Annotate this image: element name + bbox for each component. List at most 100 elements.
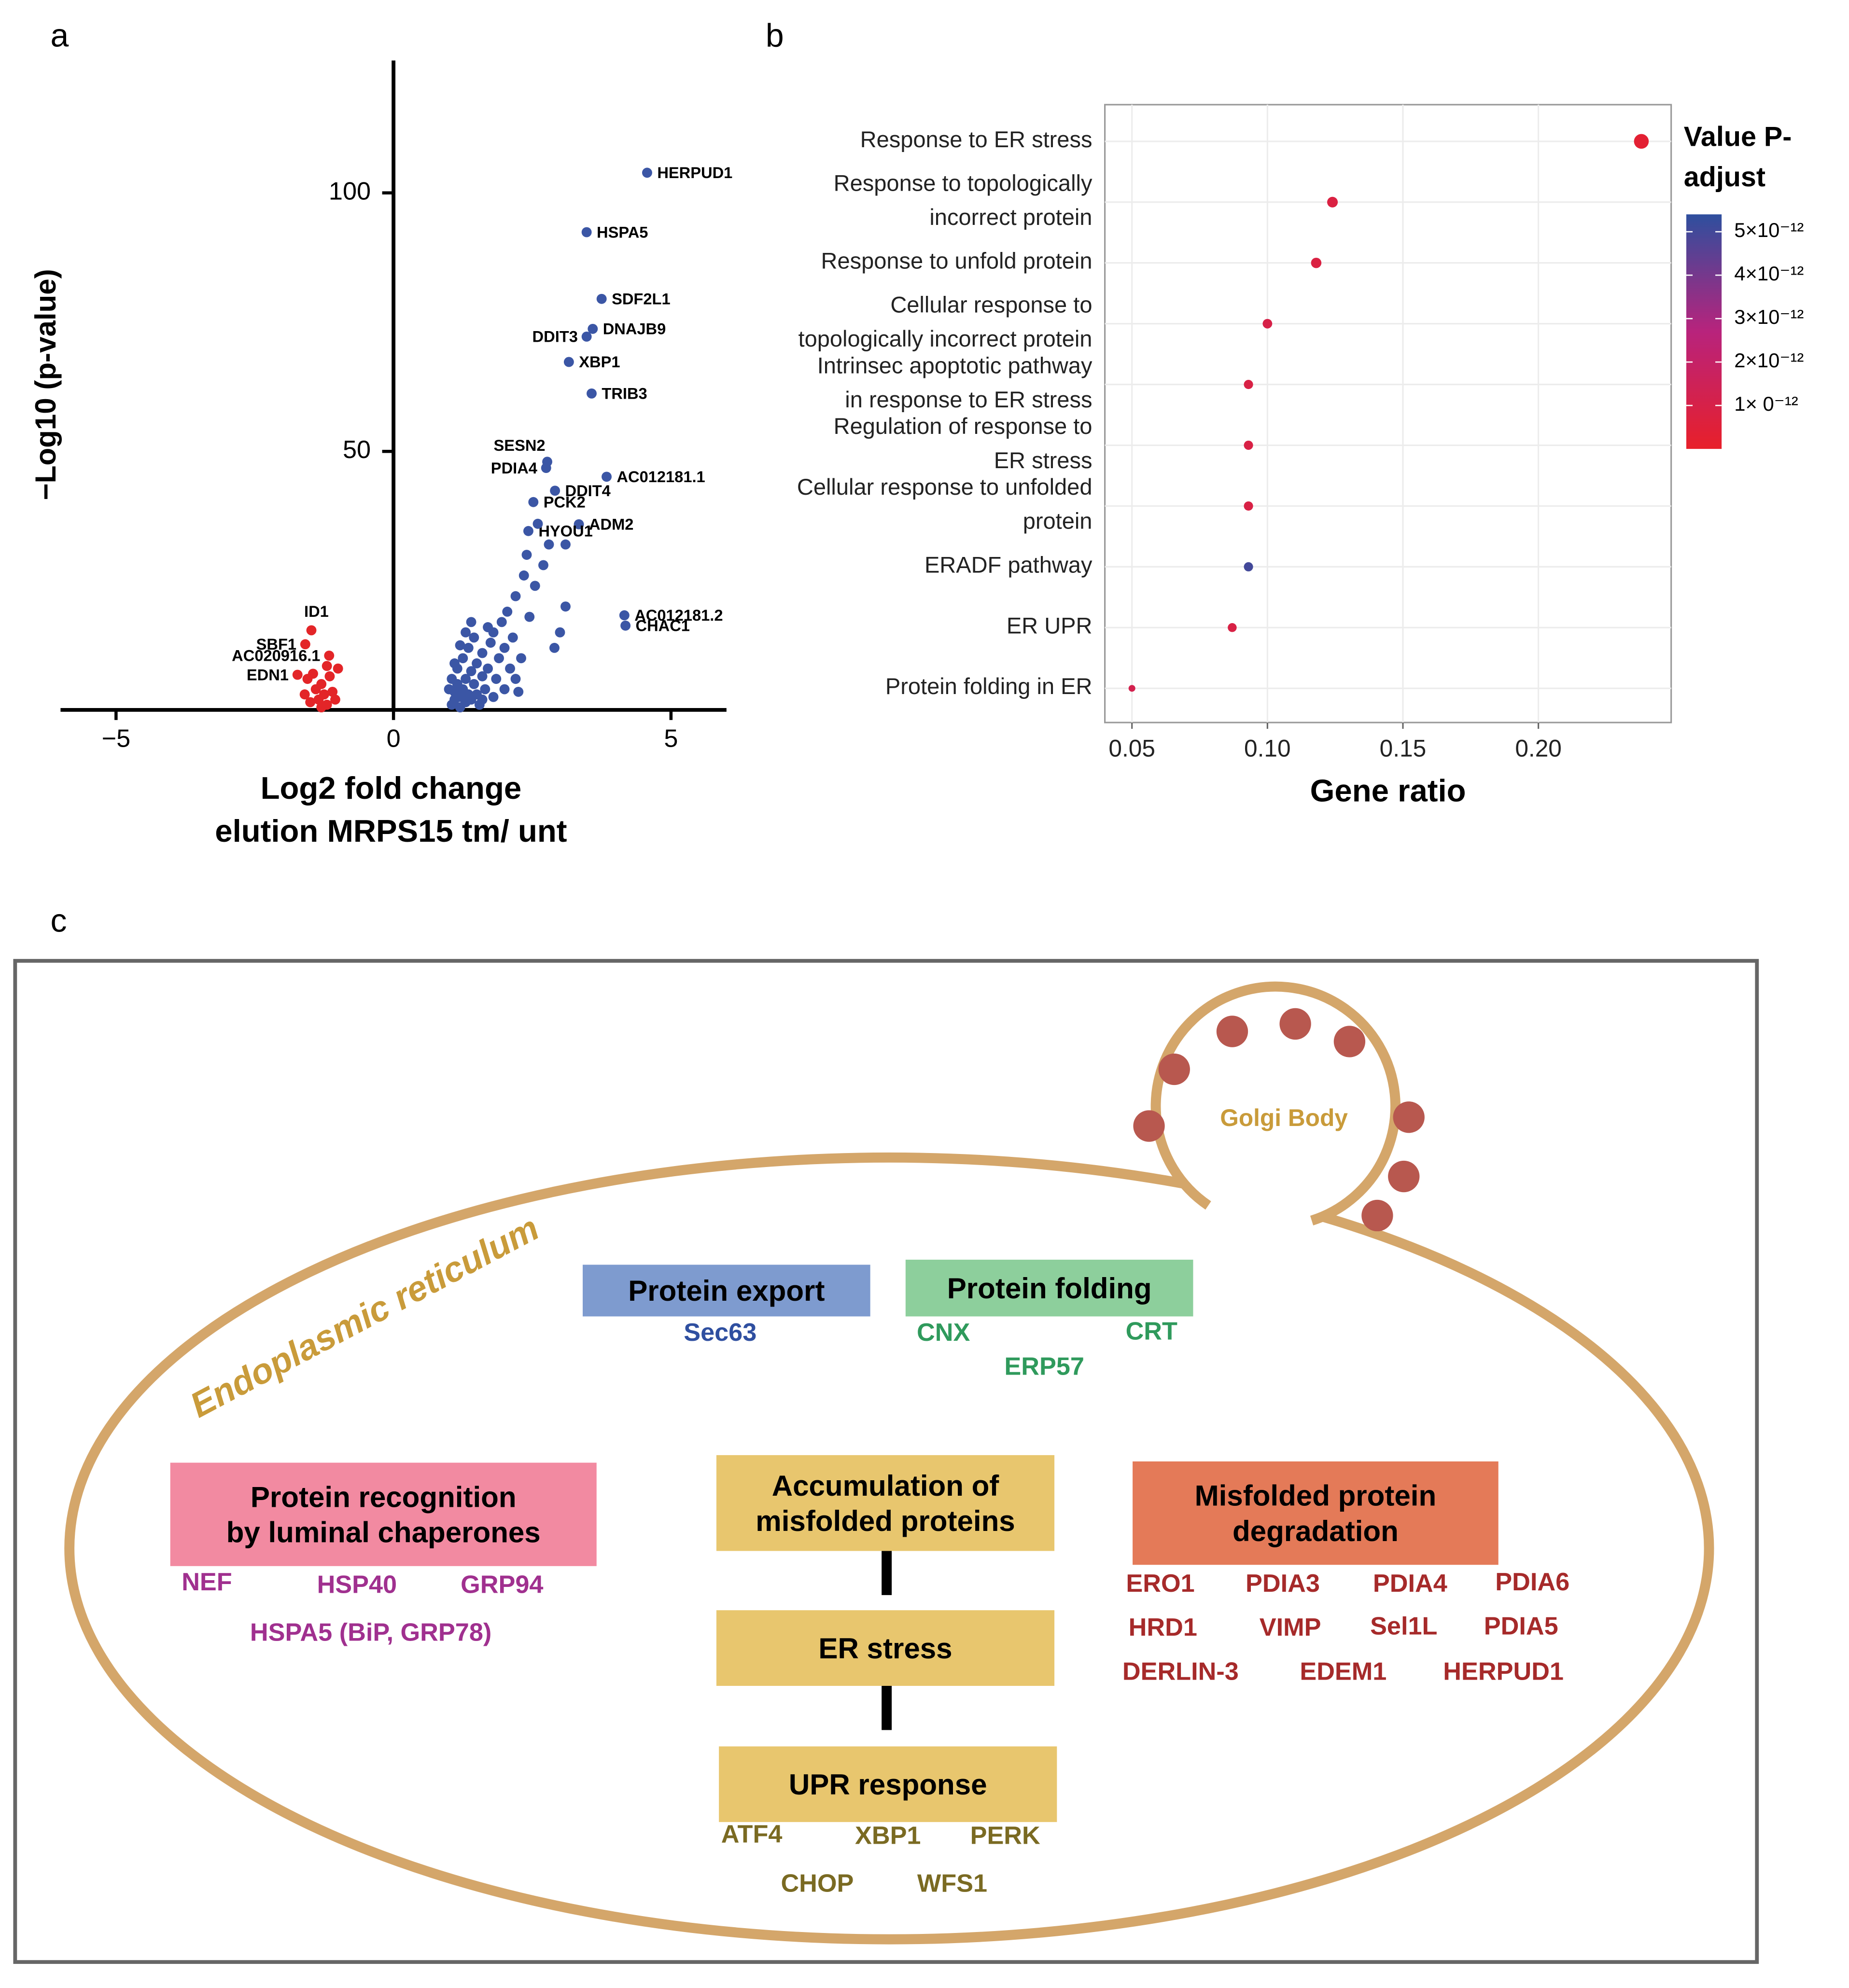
dot — [1244, 501, 1253, 511]
gene-label: PDIA5 — [1484, 1613, 1558, 1640]
point — [560, 539, 571, 550]
point-label: AC012181.2 — [634, 606, 723, 624]
process-title: Accumulation of misfolded proteins — [756, 1470, 1015, 1537]
process-box — [582, 1265, 870, 1317]
point — [505, 663, 515, 674]
point — [461, 627, 471, 638]
dot — [1262, 319, 1273, 329]
point — [496, 617, 507, 627]
dot — [1128, 685, 1135, 692]
point-label: EDN1 — [247, 666, 289, 683]
point — [300, 639, 310, 650]
point — [477, 671, 488, 681]
y-tick-label: 50 — [343, 436, 371, 464]
gene-label: EDEM1 — [1300, 1658, 1387, 1686]
panel-label: a — [51, 17, 69, 54]
point — [469, 632, 479, 643]
point — [480, 684, 490, 695]
point — [521, 550, 532, 560]
point — [472, 658, 482, 668]
point-label: TRIB3 — [602, 385, 647, 403]
point — [461, 674, 471, 684]
ribosome — [1361, 1199, 1393, 1232]
category-label: Protein folding in ER — [885, 674, 1093, 699]
category-label: Response to topologically incorrect prote… — [834, 170, 1093, 230]
point — [324, 650, 335, 661]
point — [549, 642, 560, 653]
point — [516, 653, 526, 664]
point — [449, 658, 460, 668]
point — [324, 671, 335, 681]
point — [581, 332, 592, 342]
point — [330, 695, 340, 705]
plot-area — [1104, 104, 1672, 723]
point — [530, 581, 540, 591]
point — [538, 560, 548, 570]
point — [292, 669, 303, 680]
ribosome — [1388, 1160, 1420, 1193]
x-tick-label: 0 — [387, 724, 401, 752]
point-label: DDIT4 — [565, 482, 611, 500]
point — [620, 620, 631, 631]
point — [619, 610, 630, 621]
point — [466, 666, 476, 677]
point — [513, 686, 524, 697]
point-label: HERPUD1 — [657, 164, 732, 181]
point — [574, 519, 584, 529]
point — [588, 323, 598, 334]
gene-label: Sel1L — [1370, 1613, 1437, 1640]
point — [299, 689, 310, 700]
diagram-frame — [13, 959, 1759, 1964]
point — [544, 539, 554, 550]
colorbar-tick-label: 3×10⁻¹² — [1734, 306, 1804, 328]
category-label: Response to ER stress — [860, 126, 1093, 152]
x-axis-title: Gene ratio — [1310, 773, 1466, 808]
point — [524, 612, 535, 622]
gene-label: PDIA3 — [1246, 1570, 1320, 1598]
x-tick-label: 0.10 — [1244, 735, 1291, 762]
point-label: XBP1 — [579, 353, 620, 371]
process-title: Protein folding — [947, 1272, 1152, 1305]
point-label: SBF1 — [256, 635, 296, 653]
process-box — [1133, 1461, 1499, 1565]
point — [483, 622, 493, 632]
gene-label: ERP57 — [1004, 1352, 1084, 1380]
ribosomes — [1133, 1008, 1425, 1232]
point-label: PCK2 — [544, 493, 586, 511]
gene-label: CRT — [1126, 1317, 1177, 1345]
panel-label: c — [51, 903, 67, 939]
process-box — [170, 1462, 597, 1566]
point-label: HYOU1 — [538, 522, 592, 540]
colorbar-tick-label: 2×10⁻¹² — [1734, 349, 1804, 372]
point — [507, 632, 518, 643]
point — [518, 570, 529, 581]
point-label: AC012181.1 — [616, 468, 705, 486]
point — [322, 661, 332, 671]
dot — [1228, 623, 1237, 632]
gene-label: Sec63 — [684, 1319, 756, 1347]
category-label: Response to unfold protein — [821, 248, 1093, 274]
y-tick-label: 100 — [329, 177, 371, 205]
category-label: Cellular response to topologically incorr… — [798, 292, 1093, 352]
process-title: Protein export — [628, 1275, 825, 1307]
point — [444, 684, 454, 695]
point — [581, 227, 592, 237]
point-label: ADM2 — [589, 515, 634, 533]
gene-label: CNX — [917, 1319, 970, 1347]
point-label: SESN2 — [494, 436, 546, 454]
point — [491, 674, 502, 684]
gene-label: PDIA6 — [1495, 1568, 1569, 1596]
point — [494, 653, 504, 664]
point — [596, 293, 607, 304]
ribosome — [1279, 1008, 1311, 1040]
colorbar — [1686, 214, 1722, 449]
golgi-membrane — [1150, 981, 1401, 1225]
point — [523, 526, 533, 536]
point — [308, 668, 318, 679]
gene-label: WFS1 — [917, 1870, 987, 1898]
point — [469, 679, 479, 689]
point-label: CHAC1 — [636, 617, 690, 635]
gene-label: HRD1 — [1129, 1613, 1197, 1641]
category-label: Intrinsec apoptotic pathway in response t… — [817, 353, 1093, 413]
